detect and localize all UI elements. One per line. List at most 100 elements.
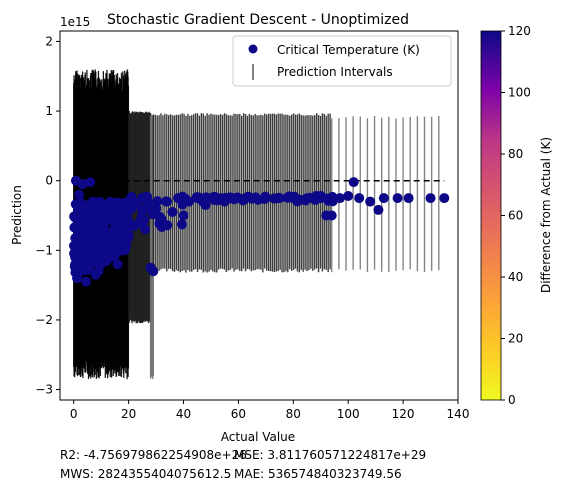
data-point bbox=[118, 232, 129, 243]
data-point bbox=[354, 193, 365, 204]
x-tick-label: 0 bbox=[70, 407, 78, 421]
metric-mws: MWS: 2824355404075612.5 bbox=[60, 467, 232, 481]
colorbar-tick-label: 80 bbox=[508, 147, 523, 161]
colorbar-gradient bbox=[480, 30, 502, 401]
data-point bbox=[246, 193, 257, 204]
data-point bbox=[147, 209, 158, 220]
data-point bbox=[378, 193, 389, 204]
data-point bbox=[112, 259, 123, 270]
colorbar: 0 20 40 60 80 100 120 Difference from Actual (… bbox=[480, 24, 553, 407]
metric-r2: R2: -4.756979862254908e+26 bbox=[60, 448, 247, 462]
data-point bbox=[93, 266, 104, 277]
legend-box bbox=[232, 35, 452, 87]
data-point bbox=[81, 276, 92, 287]
data-point bbox=[194, 193, 205, 204]
data-point bbox=[79, 216, 90, 227]
data-point bbox=[92, 221, 103, 232]
y-tick-label: −1 bbox=[35, 243, 53, 257]
data-point bbox=[270, 193, 281, 204]
colorbar-tick-label: 0 bbox=[508, 393, 516, 407]
x-tick-label: 100 bbox=[337, 407, 360, 421]
y-tick-label: −3 bbox=[35, 383, 53, 397]
x-tick-label: 60 bbox=[231, 407, 246, 421]
data-point bbox=[148, 266, 159, 277]
y-tick-label: −2 bbox=[35, 313, 53, 327]
colorbar-tick-label: 60 bbox=[508, 209, 523, 223]
plot-frame bbox=[59, 30, 459, 401]
colorbar-tick-label: 20 bbox=[508, 332, 523, 346]
data-point bbox=[77, 179, 88, 190]
data-point bbox=[109, 251, 120, 262]
data-point bbox=[121, 204, 132, 215]
data-point bbox=[178, 210, 189, 221]
data-point bbox=[85, 240, 96, 251]
data-point bbox=[120, 244, 131, 255]
data-point bbox=[180, 193, 191, 204]
data-point bbox=[343, 191, 354, 202]
data-point bbox=[107, 243, 118, 254]
data-point bbox=[88, 210, 99, 221]
metric-mse: MSE: 3.811760571224817e+29 bbox=[234, 448, 427, 462]
data-point bbox=[176, 219, 187, 230]
data-point bbox=[365, 196, 376, 207]
data-point bbox=[124, 217, 135, 228]
data-point bbox=[425, 193, 436, 204]
data-point bbox=[70, 233, 81, 244]
data-point bbox=[86, 258, 97, 269]
data-point bbox=[373, 204, 384, 215]
data-point bbox=[348, 177, 359, 188]
data-point bbox=[310, 194, 321, 205]
data-point bbox=[326, 210, 337, 221]
data-point bbox=[224, 192, 235, 203]
x-tick-label: 80 bbox=[286, 407, 301, 421]
data-point bbox=[137, 192, 148, 203]
data-point bbox=[126, 191, 137, 202]
data-point bbox=[136, 211, 147, 222]
data-point bbox=[140, 224, 151, 235]
data-point bbox=[167, 207, 178, 218]
chart-title: Stochastic Gradient Descent - Unoptimize… bbox=[107, 12, 409, 28]
colorbar-label: Difference from Actual (K) bbox=[539, 137, 553, 293]
y-axis-label: Prediction bbox=[10, 185, 24, 245]
x-tick-label: 140 bbox=[447, 407, 470, 421]
y-axis-offset-label: 1e15 bbox=[60, 15, 90, 29]
y-tick-label: 1 bbox=[45, 104, 53, 118]
x-tick-label: 40 bbox=[176, 407, 191, 421]
colorbar-ticks: 0 20 40 60 80 100 120 bbox=[501, 24, 531, 407]
y-axis-ticks: −3 −2 −1 0 1 2 bbox=[35, 34, 60, 397]
data-point bbox=[102, 235, 113, 246]
data-point bbox=[85, 248, 96, 259]
x-tick-label: 120 bbox=[392, 407, 415, 421]
data-point bbox=[260, 193, 271, 204]
scatter-points bbox=[69, 175, 450, 287]
x-axis-ticks: 0 20 40 60 80 100 120 140 bbox=[70, 400, 470, 421]
data-point bbox=[71, 262, 82, 273]
data-point bbox=[113, 207, 124, 218]
legend-label-prediction-intervals: Prediction Intervals bbox=[277, 65, 393, 79]
x-axis-label: Actual Value bbox=[221, 430, 295, 444]
legend-marker-critical-temperature bbox=[248, 44, 258, 54]
metric-mae: MAE: 536574840323749.56 bbox=[234, 467, 402, 481]
data-point bbox=[74, 189, 85, 200]
data-point bbox=[99, 253, 110, 264]
data-point bbox=[70, 199, 81, 210]
data-point bbox=[232, 192, 243, 203]
colorbar-tick-label: 100 bbox=[508, 86, 531, 100]
data-point bbox=[327, 191, 338, 202]
colorbar-tick-label: 40 bbox=[508, 270, 523, 284]
y-tick-label: 2 bbox=[45, 34, 53, 48]
x-tick-label: 20 bbox=[121, 407, 136, 421]
plot-area: 0 20 40 60 80 100 120 140 −3 −2 −1 0 1 2 bbox=[35, 30, 470, 421]
data-point bbox=[160, 196, 171, 207]
legend: Critical Temperature (K) Prediction Inte… bbox=[232, 35, 452, 87]
data-point bbox=[439, 193, 450, 204]
data-point bbox=[99, 207, 110, 218]
legend-label-critical-temperature: Critical Temperature (K) bbox=[277, 43, 420, 57]
data-point bbox=[85, 177, 96, 188]
data-point bbox=[209, 191, 220, 202]
data-point bbox=[72, 242, 83, 253]
colorbar-tick-label: 120 bbox=[508, 24, 531, 38]
data-point bbox=[392, 193, 403, 204]
data-point bbox=[282, 192, 293, 203]
